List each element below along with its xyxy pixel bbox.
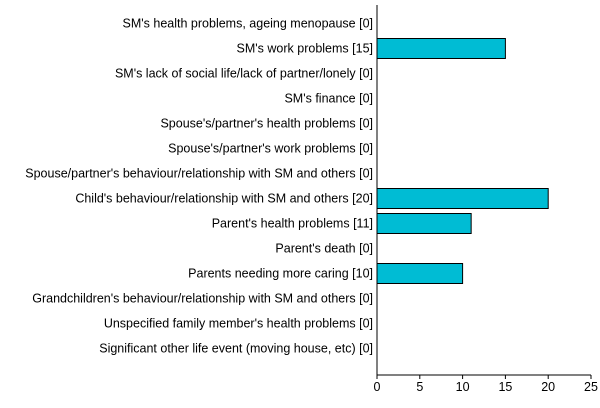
bar [376, 263, 464, 284]
x-axis-ticks: 0 5 10 15 20 25 [374, 375, 598, 394]
x-tick-label: 5 [416, 380, 423, 394]
bar [376, 213, 472, 234]
category-label: Significant other life event (moving hou… [99, 342, 373, 356]
category-label: SM's health problems, ageing menopause [… [123, 17, 373, 31]
category-label: Unspecified family member's health probl… [104, 317, 373, 331]
category-label: Spouse's/partner's work problems [0] [168, 142, 373, 156]
bar [376, 188, 549, 209]
bar [376, 38, 506, 59]
category-label: Spouse's/partner's health problems [0] [160, 117, 373, 131]
category-label: SM's work problems [15] [237, 42, 373, 56]
category-label: Parents needing more caring [10] [188, 267, 373, 281]
category-labels: SM's health problems, ageing menopause [… [25, 17, 373, 356]
category-label: Parent's death [0] [275, 242, 373, 256]
x-tick-label: 15 [498, 380, 512, 394]
x-tick-label: 10 [456, 380, 470, 394]
x-tick-label: 0 [374, 380, 381, 394]
category-label: Child's behaviour/relationship with SM a… [75, 192, 373, 206]
bars [376, 38, 549, 284]
x-tick-label: 20 [541, 380, 555, 394]
category-label: SM's finance [0] [284, 92, 373, 106]
category-label: Spouse/partner's behaviour/relationship … [25, 167, 373, 181]
x-tick-label: 25 [584, 380, 598, 394]
category-label: Grandchildren's behaviour/relationship w… [32, 292, 373, 306]
category-label: SM's lack of social life/lack of partner… [115, 67, 373, 81]
category-label: Parent's health problems [11] [212, 217, 373, 231]
